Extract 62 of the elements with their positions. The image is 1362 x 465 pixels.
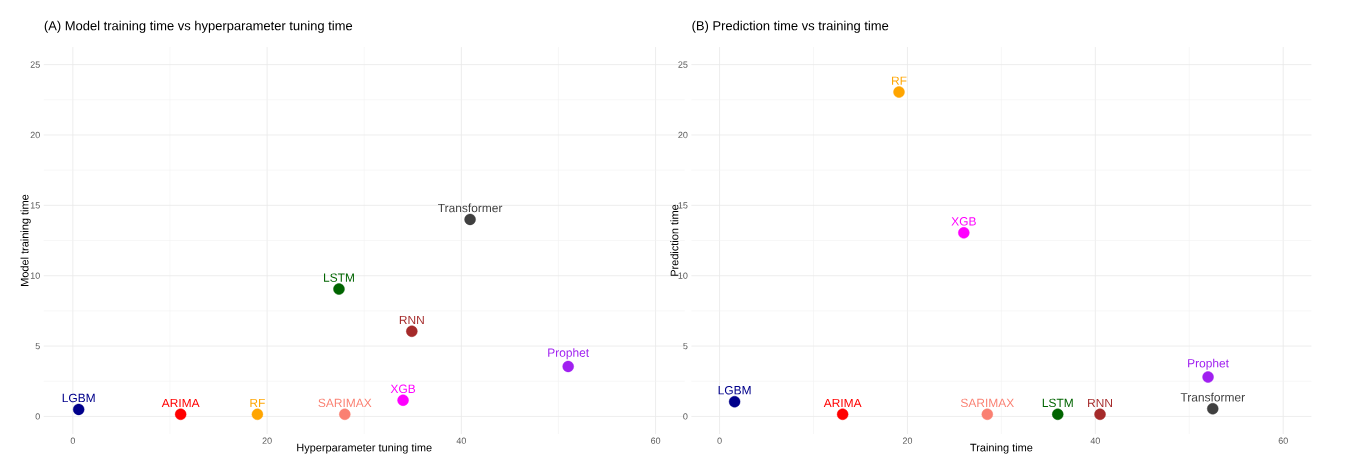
series-label: RNN [1088,398,1112,408]
series-label: Transformer [438,203,503,213]
y-tick-label: 0 [35,413,40,420]
point [174,408,187,421]
chart-title: (A) Model training time vs hyperparameter tuning time [44,20,353,33]
x-tick-label: 60 [1278,437,1288,444]
series-label: XGB [951,217,976,226]
series-label: SARIMAX [318,398,372,408]
x-axis-title: Training time [970,443,1033,454]
point [893,86,905,98]
point [406,325,418,337]
chart-title: (B) Prediction time vs training time [692,20,889,33]
series-label: ARIMA [823,398,862,408]
x-tick-label: 0 [70,437,76,444]
y-tick-label: 0 [683,413,688,420]
point [251,408,264,421]
point [1202,371,1214,383]
point [836,408,849,421]
x-tick-label: 0 [717,437,722,444]
point [1094,408,1106,421]
y-axis-title: Model training time [20,194,31,286]
x-tick-label: 20 [902,437,913,444]
y-tick-label: 10 [30,272,40,279]
y-tick-label: 25 [30,61,40,68]
point [981,408,994,421]
series-label: LGBM [62,393,95,403]
x-axis-title: Hyperparameter tuning time [297,443,432,454]
point [1207,402,1219,415]
x-tick-label: 20 [262,437,272,444]
y-tick-label: 15 [30,202,40,209]
point [464,213,476,226]
x-tick-label: 40 [456,437,466,444]
point [333,283,345,295]
y-tick-label: 10 [678,272,688,279]
x-tick-label: 40 [1090,437,1100,444]
x-tick-label: 60 [651,437,661,444]
y-axis-title: Prediction time [670,204,679,276]
series-label: Prophet [548,348,590,360]
y-tick-label: 5 [683,342,688,350]
point [72,403,85,416]
series-label: RF [250,398,265,408]
point [397,394,409,406]
series-label: ARIMA [161,398,200,408]
series-label: Prophet [1188,358,1229,370]
point [728,395,741,408]
y-tick-label: 15 [678,202,688,209]
series-label: RNN [399,315,424,325]
y-tick-label: 5 [35,342,40,350]
series-label: SARIMAX [960,398,1014,408]
series-label: RF [892,76,907,85]
series-label: Transformer [1180,392,1245,402]
y-tick-label: 20 [678,131,688,139]
y-tick-label: 20 [30,131,40,139]
point [958,227,970,239]
series-label: LSTM [324,273,354,282]
series-label: LSTM [1042,398,1073,408]
series-label: XGB [390,384,416,394]
point [339,408,351,421]
y-tick-label: 25 [678,61,688,68]
point [1052,408,1064,421]
point [562,360,574,373]
series-label: LGBM [718,386,751,395]
